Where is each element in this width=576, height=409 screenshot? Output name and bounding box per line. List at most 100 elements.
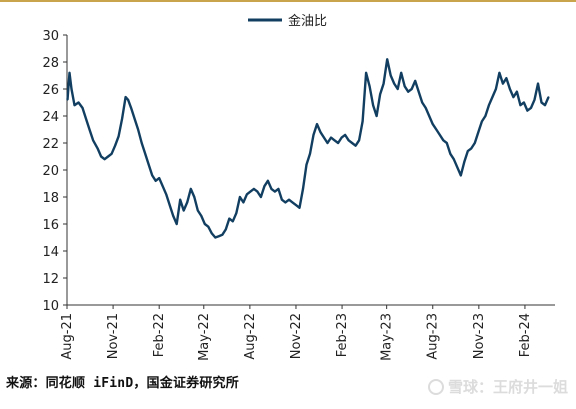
data-point	[263, 185, 266, 188]
data-point	[488, 104, 490, 107]
data-point	[235, 212, 238, 215]
data-point	[73, 104, 76, 107]
data-point	[316, 123, 318, 125]
data-point	[491, 96, 494, 98]
data-point	[203, 223, 206, 225]
data-point	[242, 201, 245, 204]
data-point	[509, 88, 511, 90]
data-point	[117, 135, 120, 138]
data-point	[466, 150, 469, 153]
x-axis: Aug-21 Nov-21 Feb-22 May-22 Aug-22 Nov-22 Feb-…	[60, 304, 555, 361]
x-tick-label: May-23	[380, 313, 395, 361]
data-point	[85, 117, 87, 120]
data-point	[154, 179, 157, 182]
data-point	[452, 158, 455, 161]
x-tick-label: Aug-21	[60, 313, 75, 360]
data-point	[68, 71, 71, 74]
source-note: 来源：同花顺 iFinD，国金证券研究所	[6, 376, 239, 391]
data-point	[389, 74, 392, 77]
y-tick-label: 16	[42, 218, 59, 233]
x-tick-label: Feb-24	[518, 313, 533, 357]
data-point	[228, 217, 231, 220]
data-point	[438, 134, 441, 136]
data-point	[424, 107, 427, 109]
data-point	[127, 98, 129, 101]
data-points	[66, 58, 550, 239]
data-point	[130, 107, 133, 109]
y-tick-label: 30	[42, 29, 59, 44]
data-point	[239, 196, 241, 198]
watermark: 雪球：王府井一姐	[427, 376, 568, 397]
y-tick-label: 24	[42, 110, 59, 125]
data-point	[512, 96, 515, 98]
legend-label: 金油比	[288, 13, 327, 29]
data-point	[182, 209, 185, 212]
data-point	[368, 85, 371, 88]
data-point	[158, 177, 161, 180]
data-point	[284, 201, 287, 204]
data-point	[246, 193, 248, 196]
data-point	[309, 152, 311, 155]
data-point	[81, 107, 84, 109]
data-point	[70, 88, 73, 90]
data-point	[407, 90, 410, 93]
data-point	[526, 109, 529, 112]
data-point	[253, 188, 255, 190]
data-point	[200, 215, 203, 217]
data-point	[456, 166, 459, 169]
data-point	[144, 152, 147, 155]
data-point	[365, 71, 367, 74]
snowball-logo-icon	[427, 378, 444, 395]
x-tick-label: May-22	[197, 313, 212, 361]
data-point	[361, 120, 364, 123]
x-tick-label: Nov-22	[289, 313, 304, 359]
watermark-text: 雪球：王府井一姐	[447, 378, 568, 396]
data-point	[92, 139, 94, 142]
data-point	[133, 117, 136, 120]
data-point	[544, 104, 546, 107]
data-point	[473, 142, 476, 144]
data-point	[179, 198, 182, 201]
data-point	[502, 82, 504, 85]
data-point	[523, 101, 525, 104]
data-point	[340, 136, 343, 139]
legend: 金油比	[248, 13, 327, 29]
data-point	[312, 134, 315, 136]
x-tick-label: Nov-23	[472, 313, 487, 359]
data-point	[100, 155, 102, 158]
line-chart: 金油比 10 12 14 16 18 20 22 24 26 28 30 Aug-21 Nov-21 F…	[42, 13, 555, 361]
data-point	[498, 71, 501, 74]
x-tick-label: Nov-21	[106, 313, 121, 359]
data-point	[400, 71, 403, 74]
data-point	[319, 131, 322, 134]
data-point	[175, 223, 178, 225]
data-point	[295, 204, 297, 207]
data-point	[221, 233, 224, 236]
data-point	[333, 139, 336, 142]
data-point	[305, 163, 308, 166]
data-point	[537, 82, 539, 85]
data-point	[372, 104, 374, 107]
y-tick-label: 12	[42, 272, 59, 287]
data-point	[428, 115, 431, 117]
data-point	[172, 215, 175, 217]
data-point	[431, 123, 434, 125]
y-tick-label: 14	[42, 245, 59, 260]
data-point	[302, 188, 304, 190]
data-point	[147, 163, 150, 166]
data-point	[323, 136, 325, 139]
data-point	[217, 235, 220, 238]
data-point	[260, 196, 262, 198]
data-point	[165, 193, 168, 196]
data-point	[114, 144, 116, 147]
data-point	[410, 88, 413, 90]
data-point	[375, 115, 378, 117]
x-tick-label: Aug-23	[426, 313, 441, 360]
data-point	[210, 232, 213, 235]
data-point	[140, 142, 143, 144]
data-point	[358, 139, 360, 142]
top-rule	[0, 0, 576, 2]
data-point	[505, 77, 508, 80]
y-tick-label: 22	[42, 137, 59, 152]
data-point	[351, 142, 353, 144]
